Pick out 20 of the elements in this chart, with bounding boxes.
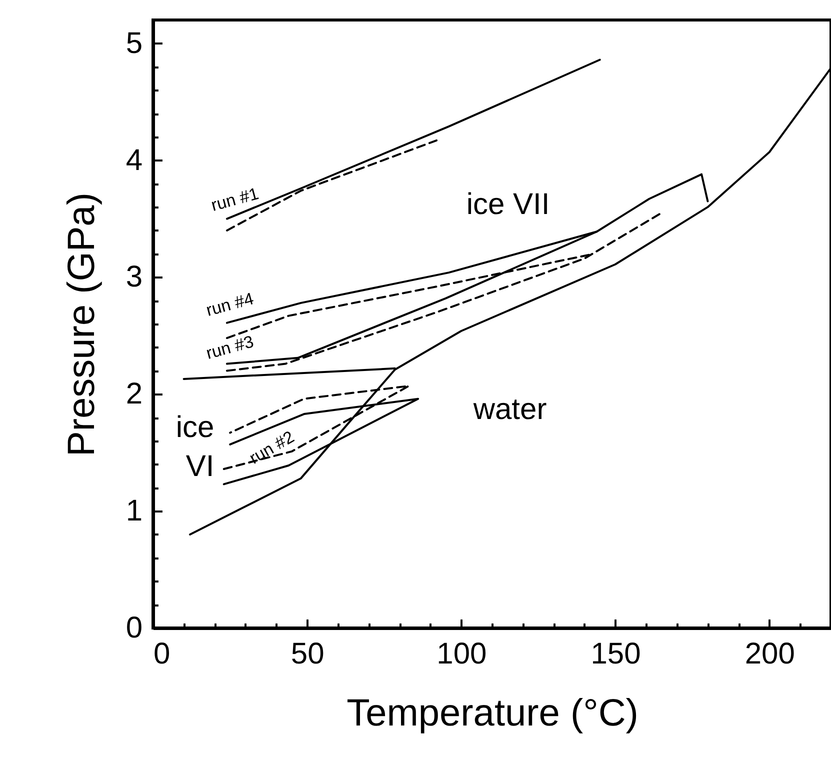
y-axis-title: Pressure (GPa) xyxy=(60,192,103,456)
y-tick-label: 2 xyxy=(126,378,142,411)
annotation: ice VII xyxy=(466,188,550,221)
x-tick-label: 0 xyxy=(154,638,170,670)
y-tick-label: 4 xyxy=(126,144,142,177)
y-tick-label: 0 xyxy=(126,612,142,644)
annotation: run #4 xyxy=(204,289,256,320)
y-tick-label: 3 xyxy=(126,260,142,294)
y-tick-label: 1 xyxy=(126,494,142,528)
x-axis-title: Temperature (°C) xyxy=(346,692,638,734)
annotation: ice xyxy=(176,411,214,444)
x-tick-label: 200 xyxy=(744,638,795,670)
annotation: run #1 xyxy=(209,184,261,215)
x-tick-label: 50 xyxy=(290,638,324,670)
annotation: water xyxy=(472,393,547,426)
annotation: VI xyxy=(186,450,214,483)
x-tick-label: 100 xyxy=(436,638,487,670)
annotation: run #3 xyxy=(204,332,256,363)
x-tick-label: 150 xyxy=(590,638,641,670)
y-tick-label: 5 xyxy=(126,26,142,60)
